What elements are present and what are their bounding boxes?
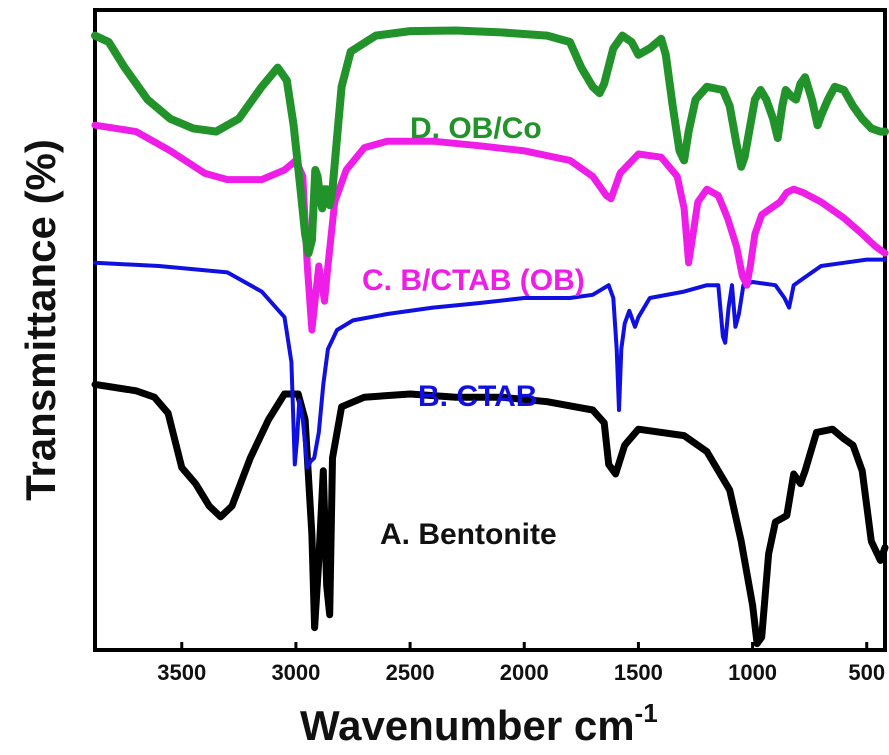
series-line-3 (91, 26, 889, 258)
x-tick-label-1: 3000 (271, 660, 320, 685)
x-tick-label-5: 1000 (728, 660, 777, 685)
x-axis-title: Wavenumber cm-1 (300, 698, 658, 749)
x-tick-label-2: 2500 (386, 660, 435, 685)
series-label-b: B. CTAB (418, 380, 537, 413)
plot-frame (93, 8, 887, 652)
x-tick-label-6: 500 (848, 660, 885, 685)
x-axis-title-main: Wavenumber cm (300, 702, 635, 749)
x-tick-label-0: 3500 (157, 660, 206, 685)
series-label-d: D. OB/Co (410, 112, 542, 145)
x-axis-ticks: 3500 3000 2500 2000 1500 1000 500 (157, 642, 885, 685)
x-tick-label-4: 1500 (614, 660, 663, 685)
x-axis-title-superscript: -1 (635, 698, 658, 728)
series-label-a: A. Bentonite (380, 518, 557, 551)
series-layer (91, 26, 889, 648)
series-line-1 (93, 257, 887, 470)
x-tick-label-3: 2000 (500, 660, 549, 685)
series-line-0 (91, 380, 889, 648)
series-label-c: C. B/CTAB (OB) (362, 264, 585, 297)
series-line-2 (91, 121, 889, 334)
y-axis-title: Transmittance (%) (17, 139, 64, 501)
